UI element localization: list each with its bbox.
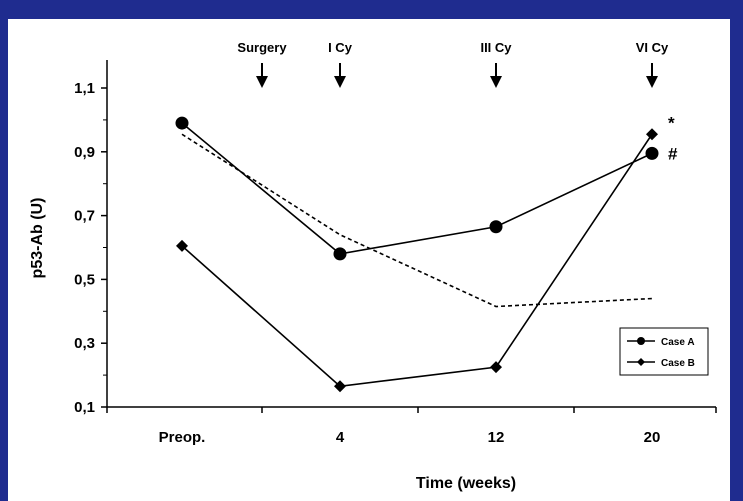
data-point-case-b bbox=[646, 128, 658, 141]
data-point-case-a bbox=[645, 146, 659, 160]
chart-panel bbox=[8, 19, 730, 501]
legend-marker-diamond bbox=[637, 358, 645, 366]
data-point-case-a bbox=[489, 220, 503, 234]
y-tick-label: 0,7 bbox=[74, 208, 95, 225]
y-tick-label: 1,1 bbox=[74, 80, 95, 97]
y-tick-label: 0,3 bbox=[74, 335, 95, 352]
event-arrow-head bbox=[334, 76, 346, 88]
data-point-case-a bbox=[333, 247, 347, 261]
y-tick-label: 0,5 bbox=[74, 271, 95, 288]
series-end-annotation: * bbox=[668, 113, 675, 132]
series-end-annotation: # bbox=[668, 144, 678, 163]
x-tick-label: 12 bbox=[488, 429, 505, 446]
data-point-case-b bbox=[334, 380, 346, 393]
event-arrow-head bbox=[256, 76, 268, 88]
legend-label: Case B bbox=[661, 358, 695, 369]
event-label: VI Cy bbox=[636, 40, 669, 55]
legend-label: Case A bbox=[661, 337, 695, 348]
event-arrow-head bbox=[490, 76, 502, 88]
y-axis-label: p53-Ab (U) bbox=[29, 198, 46, 279]
legend-box bbox=[619, 327, 709, 376]
data-point-case-a bbox=[175, 116, 189, 130]
x-axis-label: Time (weeks) bbox=[416, 475, 516, 492]
data-point-case-b bbox=[176, 239, 188, 252]
event-label: Surgery bbox=[237, 40, 287, 55]
event-label: III Cy bbox=[480, 40, 512, 55]
data-point-case-b bbox=[490, 361, 502, 374]
y-tick-label: 0,1 bbox=[74, 399, 95, 416]
series-line-dotted-reference bbox=[181, 133, 653, 308]
x-tick-label: Preop. bbox=[159, 429, 206, 446]
y-tick-label: 0,9 bbox=[74, 144, 95, 161]
x-tick-label: 4 bbox=[336, 429, 345, 446]
event-arrow-head bbox=[646, 76, 658, 88]
x-tick-label: 20 bbox=[644, 429, 661, 446]
legend-marker-circle bbox=[637, 337, 645, 345]
series-line-case-b bbox=[181, 133, 653, 388]
series-line-case-a bbox=[181, 122, 653, 255]
event-label: I Cy bbox=[328, 40, 353, 55]
